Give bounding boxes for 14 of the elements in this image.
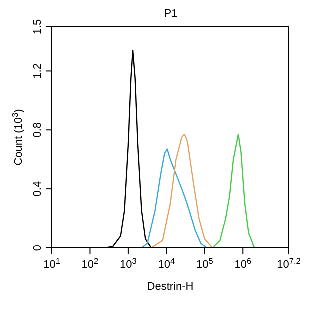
x-tick-label: 10$^{7.2}$ — [277, 256, 302, 271]
x-tick-label: 10$^{2}$ — [82, 256, 100, 271]
x-axis-title: Destrin-H — [147, 281, 194, 293]
x-tick-label: 10$^{3}$ — [120, 256, 138, 271]
y-tick-label: 1.2 — [32, 64, 44, 79]
y-tick-label: 0 — [32, 244, 44, 252]
chart-title: P1 — [163, 8, 179, 20]
x-tick-label: 10$^{1}$ — [44, 256, 61, 271]
y-tick-label: 1.5 — [32, 19, 44, 35]
x-tick-label: 10$^{6}$ — [234, 256, 252, 271]
y-tick-label: 0.8 — [32, 122, 44, 138]
x-tick-label: 10$^{5}$ — [196, 256, 214, 271]
y-tick-label: 0.4 — [32, 181, 44, 197]
x-tick-label: 10$^{4}$ — [158, 256, 176, 271]
